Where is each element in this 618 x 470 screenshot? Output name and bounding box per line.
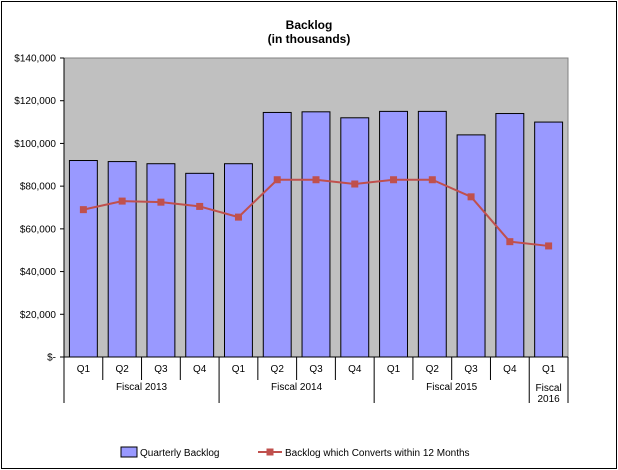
line-marker [79,206,87,214]
line-marker [312,176,320,184]
y-tick-label: $60,000 [20,224,57,235]
bar [456,134,486,358]
bar [224,163,253,358]
x-group-label-line: Fiscal [536,383,562,394]
bar [185,172,215,358]
bar [107,161,137,358]
x-tick-label: Q4 [193,364,207,375]
x-tick-label: Q3 [309,364,323,375]
x-tick-label: Q1 [77,364,91,375]
y-tick-label: $20,000 [20,310,57,321]
line-marker [506,238,514,246]
x-group-label: Fiscal 2015 [426,382,478,393]
y-tick-label: $- [47,353,56,364]
bar [379,110,408,358]
x-group-label-line: Fiscal 2015 [426,382,478,393]
x-tick-label: Q2 [426,364,440,375]
bar [262,111,292,358]
y-tick-label: $100,000 [14,139,56,150]
y-tick-label: $40,000 [20,267,57,278]
x-group-label-line: Fiscal 2013 [116,382,168,393]
x-tick-label: Q2 [271,364,285,375]
bar [301,111,331,358]
bar [417,110,447,358]
legend-label-quarterly-backlog: Quarterly Backlog [140,448,219,459]
y-tick-label: $120,000 [14,96,56,107]
plot-area [63,57,569,358]
bar [495,113,525,358]
line-marker [467,193,475,201]
bar [340,117,370,358]
x-tick-label: Q4 [348,364,362,375]
y-tick-label: $80,000 [20,182,57,193]
bar [534,121,564,358]
chart-title: Backlog [286,18,333,32]
x-tick-label: Q1 [542,364,556,375]
line-marker [196,202,204,210]
x-group-label-line: Fiscal 2014 [271,382,323,393]
chart-subtitle: (in thousands) [268,32,351,46]
line-marker [351,180,359,188]
bar [146,163,176,358]
legend-label-converts-12-months: Backlog which Converts within 12 Months [285,448,470,459]
y-tick-label: $140,000 [14,54,56,65]
line-marker [545,242,553,250]
axes: $- $20,000 $40,000 $60,000 $80,000 $100,000 $1… [14,54,569,405]
line-marker [273,176,281,184]
x-tick-label: Q1 [232,364,246,375]
line-marker [390,176,398,184]
line-marker [234,213,242,221]
x-tick-label: Q1 [387,364,401,375]
bar [68,160,98,358]
legend-swatch-marker [266,448,274,456]
x-group-label: Fiscal 2013 [116,382,168,393]
line-marker [157,198,165,206]
x-group-label: Fiscal 2016 [536,383,562,405]
line-marker [118,197,126,205]
x-group-label: Fiscal 2014 [271,382,323,393]
x-tick-label: Q3 [154,364,168,375]
x-group-label-line: 2016 [537,394,560,405]
legend: Quarterly Backlog Backlog which Converts … [120,446,470,459]
x-tick-label: Q4 [503,364,517,375]
x-tick-label: Q3 [464,364,478,375]
x-tick-label: Q2 [115,364,129,375]
legend-swatch-quarterly-backlog [120,446,138,458]
line-marker [428,176,436,184]
